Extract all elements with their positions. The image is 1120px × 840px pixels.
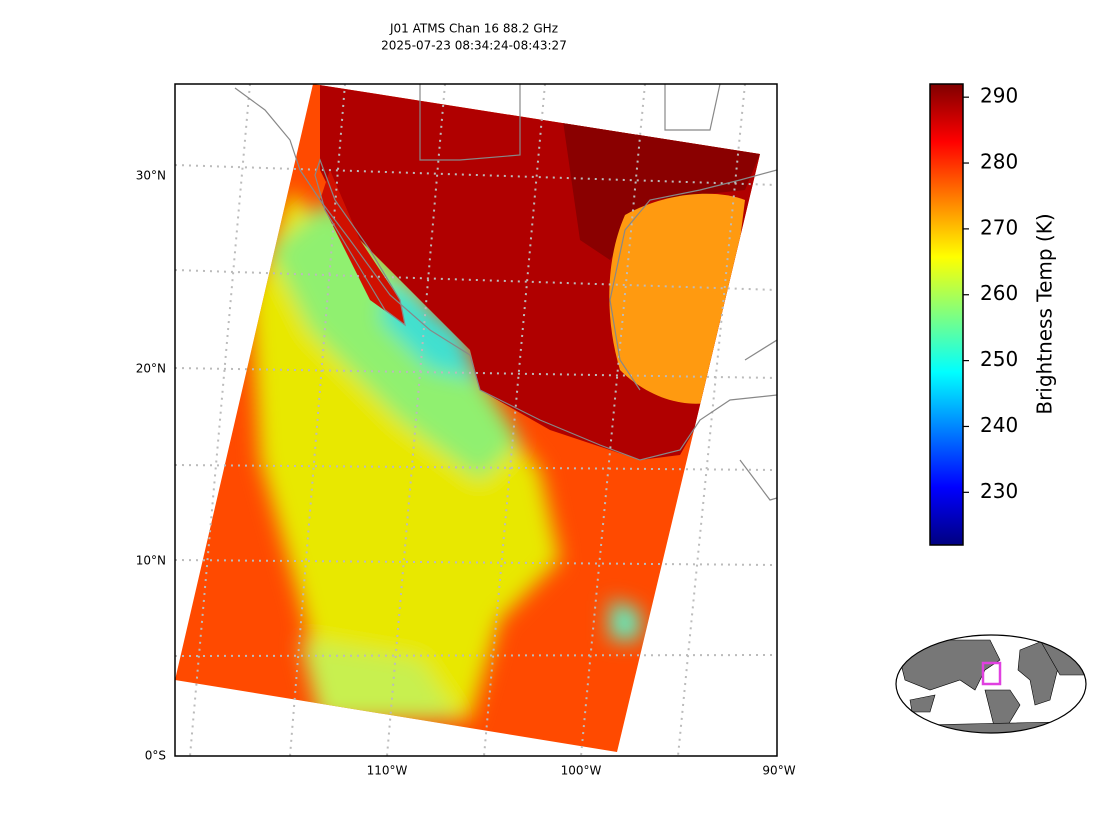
lat-label: 10°N xyxy=(136,554,166,568)
grid xyxy=(175,84,777,756)
lat-labels: 0°S 10°N 20°N 30°N xyxy=(136,169,166,763)
lon-labels: 110°W 100°W 90°W xyxy=(367,764,796,778)
lon-label: 90°W xyxy=(762,764,795,778)
continent xyxy=(899,639,1001,691)
colorbar-tick-label: 240 xyxy=(980,413,1018,437)
colorbar-tick-label: 260 xyxy=(980,281,1018,305)
colorbar-tick-label: 250 xyxy=(980,347,1018,371)
colorbar-tick-label: 230 xyxy=(980,479,1018,503)
colorbar-tick-label: 280 xyxy=(980,150,1018,174)
lon-label: 100°W xyxy=(561,764,602,778)
colorbar: Brightness Temp (K) 230 240 250 260 270 280 29… xyxy=(929,83,1057,546)
colorbar-label: Brightness Temp (K) xyxy=(1033,213,1057,414)
globe-outline xyxy=(895,634,1087,734)
map-frame xyxy=(174,83,778,757)
gulf xyxy=(609,193,745,404)
title: J01 ATMS Chan 16 88.2 GHz xyxy=(389,22,558,36)
colorbar-tick-label: 290 xyxy=(980,84,1018,108)
swath xyxy=(175,84,760,752)
continent xyxy=(909,694,936,713)
subtitle: 2025-07-23 08:34:24-08:43:27 xyxy=(381,39,567,53)
colorbar-tick-label: 270 xyxy=(980,215,1018,239)
lon-label: 110°W xyxy=(367,764,408,778)
lat-label: 30°N xyxy=(136,169,166,183)
region-box xyxy=(981,661,1002,686)
colorbar-ramp xyxy=(929,83,964,546)
continent xyxy=(919,721,1061,733)
inset-globe xyxy=(895,634,1087,734)
coastlines xyxy=(234,84,777,501)
land-hot xyxy=(560,100,760,260)
map xyxy=(175,84,777,756)
lat-label: 0°S xyxy=(145,749,166,763)
lat-label: 20°N xyxy=(136,362,166,376)
